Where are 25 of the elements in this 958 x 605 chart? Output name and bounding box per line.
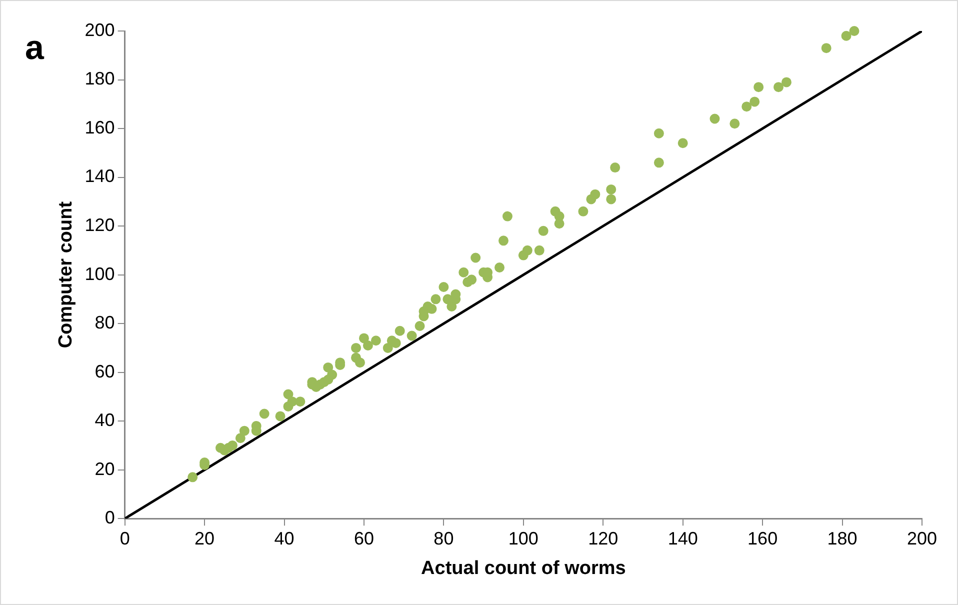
y-axis-title: Computer count [56, 200, 77, 348]
x-tick-label: 0 [120, 528, 130, 548]
x-tick-label: 140 [668, 528, 698, 548]
x-axis-title: Actual count of worms [421, 558, 626, 579]
y-tick-label: 140 [84, 166, 115, 186]
y-tick-label: 100 [84, 264, 115, 284]
y-tick-label: 40 [94, 410, 115, 430]
y-tick-label: 120 [84, 215, 115, 236]
x-tick-label: 120 [588, 528, 618, 548]
x-tick-label: 180 [827, 528, 858, 548]
x-tick-label: 160 [748, 528, 778, 548]
y-tick-label: 0 [104, 508, 115, 528]
y-tick-label: 180 [84, 68, 115, 89]
y-tick-label: 80 [94, 312, 115, 333]
x-tick-label: 40 [274, 528, 294, 548]
x-tick-label: 200 [906, 528, 938, 548]
y-tick-label: 200 [84, 20, 115, 40]
x-tick-label: 80 [434, 528, 454, 548]
x-tick-label: 20 [194, 528, 215, 548]
y-tick-label: 60 [94, 361, 115, 382]
y-tick-label: 160 [84, 117, 115, 138]
y-tick-label: 20 [94, 458, 115, 479]
x-tick-label: 60 [354, 528, 374, 548]
x-tick-label: 100 [508, 528, 538, 548]
text: a [25, 29, 44, 68]
